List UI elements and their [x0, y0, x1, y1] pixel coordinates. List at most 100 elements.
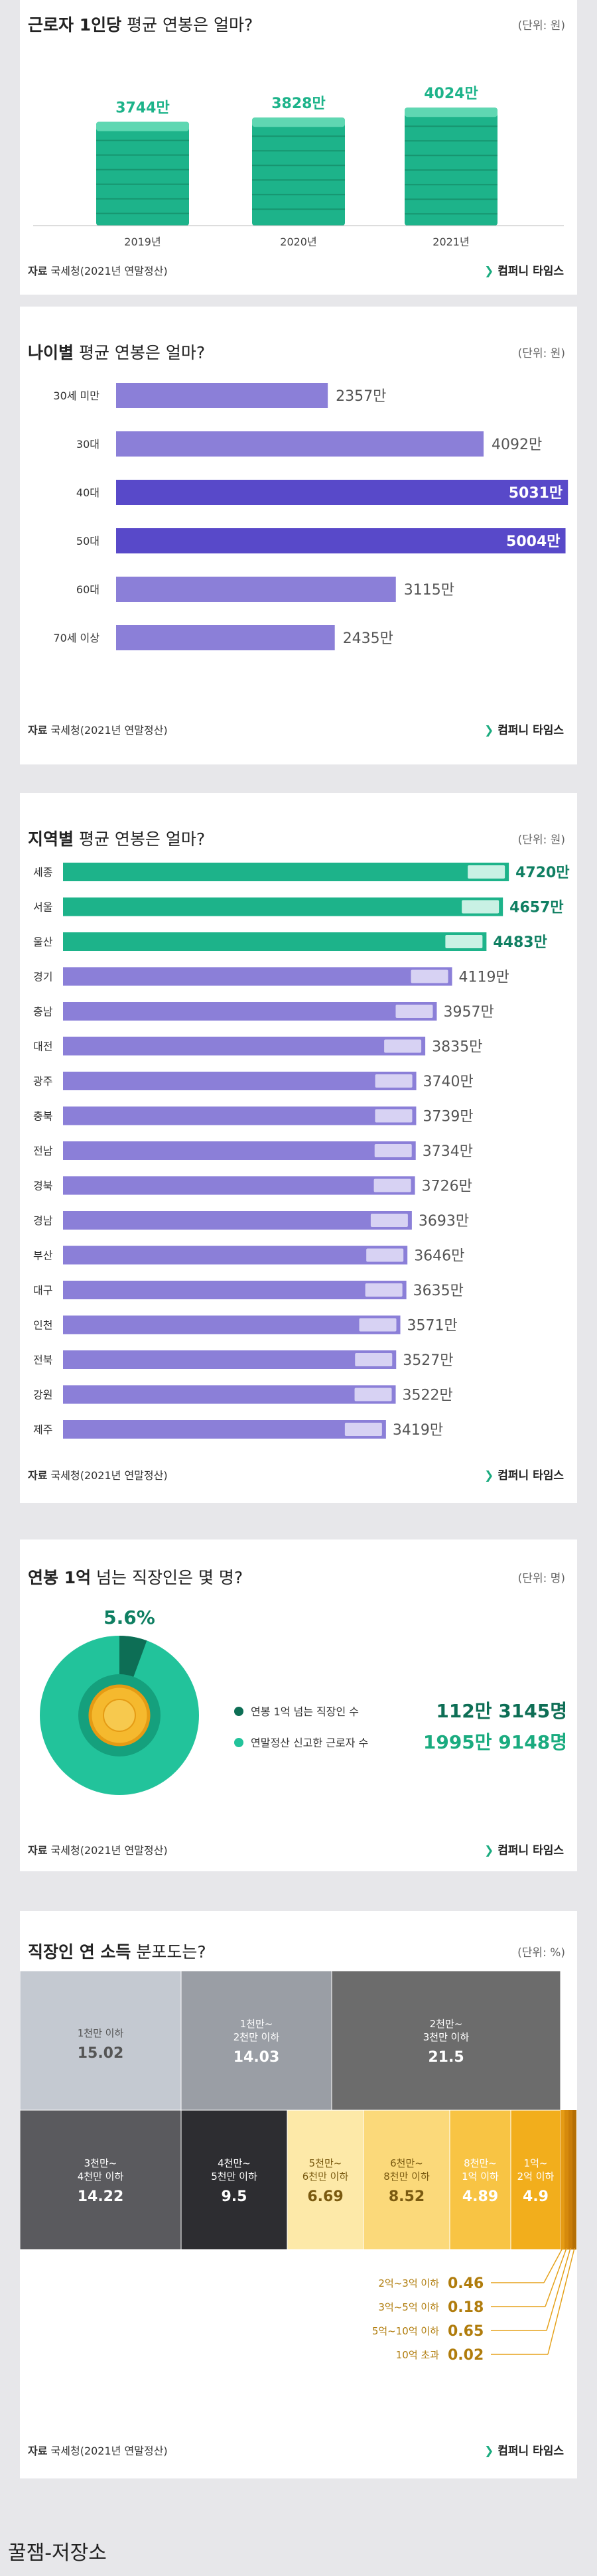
category-label: 서울: [33, 901, 52, 914]
cell-label: 3천만~: [84, 2157, 117, 2169]
distribution-cell: 4천만~ 5천만 이하 9.5: [180, 2110, 288, 2250]
bar-end-graphic: [468, 865, 505, 879]
bar-body: [96, 121, 189, 226]
bar-value-label: 4657만: [509, 900, 563, 916]
category-label: 제주: [33, 1423, 52, 1436]
legend-marker: [234, 1707, 243, 1716]
bar-value-label: 5004만: [506, 534, 560, 550]
card-average-salary: 근로자 1인당 평균 연봉은 얼마? (단위: 원) 3744만 2019년 382…: [20, 0, 577, 295]
bar: [96, 121, 189, 226]
bar: [116, 383, 328, 408]
bar-value-label: 3744만: [115, 100, 169, 117]
bar-value-label: 4024만: [424, 86, 478, 102]
cell-block: [510, 2110, 561, 2250]
bar: [63, 1420, 386, 1439]
bar-end-graphic: [375, 1109, 413, 1123]
cell-label: 3천만 이하: [423, 2031, 470, 2043]
bar-end-graphic: [445, 935, 483, 948]
category-label: 전남: [33, 1145, 53, 1157]
bar: [63, 1141, 416, 1160]
bar: [63, 1037, 426, 1056]
bar: [63, 1246, 408, 1265]
bar-value-label: 3734만: [423, 1143, 473, 1160]
bar-value-label: 3115만: [404, 582, 454, 599]
cell-label: 1천만~: [240, 2018, 273, 2030]
cell-block: [20, 1971, 182, 2111]
bar: [63, 1002, 437, 1021]
distribution-cell: 1천만~2천만 이하 14.03: [180, 1971, 332, 2111]
unit-label: (단위: 원): [517, 347, 565, 360]
category-label: 세종: [33, 866, 52, 879]
small-bracket-label: 2억~3억 이하: [378, 2277, 439, 2289]
category-label: 40대: [76, 486, 100, 499]
source-label: 자료 국세청(2021년 연말정산): [28, 724, 168, 737]
cell-sliver: [561, 2110, 564, 2250]
category-label: 광주: [33, 1075, 52, 1088]
cell-label: 4천만 이하: [78, 2171, 124, 2182]
bar-end-graphic: [384, 1039, 422, 1053]
brand-logo: ❯ 컴퍼니 타임스: [484, 265, 564, 278]
x-tick-label: 2020년: [280, 236, 316, 248]
bar-top: [252, 117, 345, 127]
card-income-distribution: 직장인 연 소득 분포도는? (단위: %) 1천만 이하 15.02 1천만~ 2천…: [20, 1911, 577, 2478]
small-bracket-value: 0.02: [448, 2347, 484, 2364]
unit-label: (단위: 원): [517, 19, 565, 33]
bar-value-label: 3522만: [403, 1388, 453, 1404]
bar-end-graphic: [374, 1144, 412, 1157]
bar-value-label: 3635만: [413, 1283, 464, 1299]
cell-label: 2천만 이하: [233, 2031, 280, 2043]
bar-end-graphic: [370, 1214, 408, 1227]
cell-sliver: [572, 2110, 576, 2250]
cell-label: 5천만 이하: [211, 2171, 257, 2182]
card-title: 근로자 1인당 평균 연봉은 얼마?: [28, 15, 253, 35]
unit-label: (단위: %): [517, 1946, 565, 1960]
bar-value-label: 3726만: [422, 1179, 472, 1195]
bar-value-label: 3693만: [419, 1213, 469, 1230]
cell-label: 5천만~: [309, 2157, 342, 2169]
bar: [63, 1315, 401, 1334]
bar-end-graphic: [354, 1388, 392, 1401]
small-bracket-value: 0.46: [448, 2275, 484, 2292]
card-age-salary: 나이별 평균 연봉은 얼마? (단위: 원) 30세 미만 2357만 30대 409…: [20, 307, 577, 764]
category-label: 충북: [33, 1110, 52, 1123]
card-title: 나이별 평균 연봉은 얼마?: [28, 343, 206, 362]
callout-line: [545, 2248, 567, 2307]
cell-label: 2억 이하: [517, 2171, 555, 2182]
bar-end-graphic: [375, 1074, 413, 1088]
bar-end-graphic: [359, 1318, 397, 1332]
bar-top: [405, 107, 498, 117]
bar-value-label: 3835만: [432, 1039, 482, 1056]
category-label: 경기: [33, 971, 52, 983]
distribution-cell: 3천만~ 4천만 이하 14.22: [20, 2110, 182, 2250]
bar: [63, 932, 487, 951]
legend-value: 1995만 9148명: [423, 1731, 567, 1753]
category-label: 경남: [33, 1214, 53, 1227]
bar-value-label: 3739만: [423, 1109, 473, 1125]
cell-value: 6.69: [307, 2188, 343, 2205]
callout-line: [547, 2248, 575, 2355]
brand-logo: ❯ 컴퍼니 타임스: [484, 2445, 564, 2458]
category-label: 30대: [76, 438, 100, 451]
distribution-cell: 1억~ 2억 이하 4.9: [510, 2110, 561, 2250]
bar-value-label: 4720만: [515, 865, 569, 881]
bar-end-graphic: [365, 1283, 403, 1297]
bar-value-label: 3527만: [403, 1352, 453, 1369]
cell-value: 4.89: [462, 2188, 498, 2205]
cell-label: 1억~: [524, 2157, 548, 2169]
bar-value-label: 4119만: [459, 969, 509, 986]
bar-body: [252, 117, 345, 226]
category-label: 인천: [33, 1319, 52, 1332]
page-caption: 꿀잼-저장소: [8, 2541, 107, 2565]
bar-value-label: 3957만: [443, 1004, 494, 1021]
bar-end-graphic: [411, 969, 448, 983]
brand-logo: ❯ 컴퍼니 타임스: [484, 1469, 564, 1482]
source-label: 자료 국세청(2021년 연말정산): [28, 2445, 168, 2457]
small-bracket-value: 0.65: [448, 2323, 484, 2340]
bar-value-label: 3740만: [423, 1074, 474, 1090]
cell-block: [20, 2110, 182, 2250]
cell-label: 6천만 이하: [302, 2171, 349, 2182]
category-label: 60대: [76, 583, 100, 596]
bar: [116, 625, 335, 650]
distribution-cell: 6천만~ 8천만 이하 8.52: [363, 2110, 450, 2250]
card-title: 직장인 연 소득 분포도는?: [28, 1942, 206, 1962]
